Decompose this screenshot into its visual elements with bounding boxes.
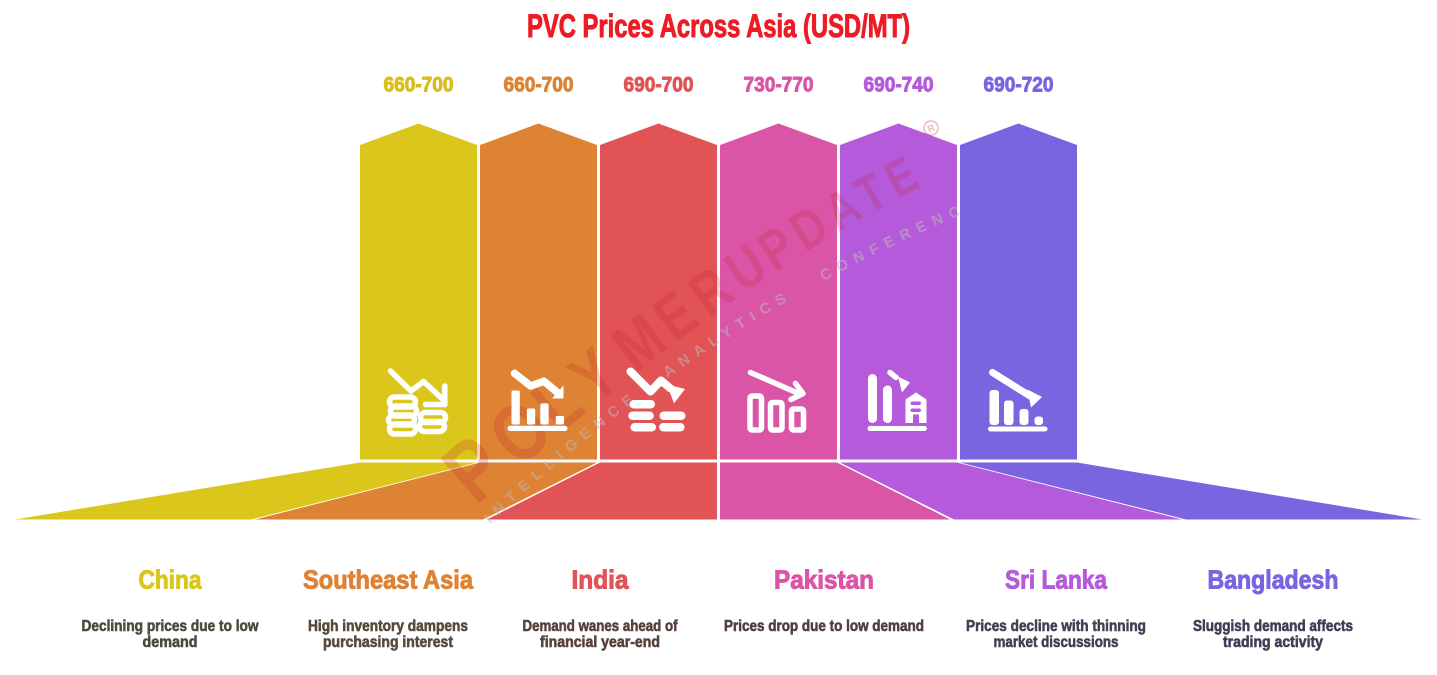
svg-text:China: China bbox=[139, 565, 202, 595]
svg-text:purchasing interest: purchasing interest bbox=[323, 634, 454, 651]
svg-text:690-720: 690-720 bbox=[984, 74, 1054, 97]
svg-text:High inventory dampens: High inventory dampens bbox=[308, 618, 468, 635]
svg-text:trading activity: trading activity bbox=[1223, 634, 1323, 651]
svg-text:Pakistan: Pakistan bbox=[774, 565, 874, 595]
svg-text:Declining prices due to low: Declining prices due to low bbox=[82, 618, 259, 635]
svg-text:Demand wanes ahead of: Demand wanes ahead of bbox=[523, 618, 679, 635]
svg-text:financial year-end: financial year-end bbox=[540, 634, 660, 651]
svg-text:Prices decline with thinning: Prices decline with thinning bbox=[966, 618, 1146, 635]
svg-text:660-700: 660-700 bbox=[504, 74, 574, 97]
svg-text:Bangladesh: Bangladesh bbox=[1208, 565, 1339, 595]
svg-text:690-700: 690-700 bbox=[624, 74, 694, 97]
svg-text:Sluggish demand affects: Sluggish demand affects bbox=[1193, 618, 1353, 635]
svg-text:PVC Prices Across Asia (USD/MT: PVC Prices Across Asia (USD/MT) bbox=[527, 8, 910, 44]
svg-text:India: India bbox=[572, 565, 630, 595]
svg-text:730-770: 730-770 bbox=[744, 74, 814, 97]
svg-text:Southeast Asia: Southeast Asia bbox=[303, 565, 473, 595]
svg-text:demand: demand bbox=[143, 634, 198, 651]
svg-text:Prices drop due to low demand: Prices drop due to low demand bbox=[724, 618, 924, 635]
svg-text:660-700: 660-700 bbox=[384, 74, 454, 97]
svg-text:market discussions: market discussions bbox=[994, 634, 1119, 651]
svg-text:690-740: 690-740 bbox=[864, 74, 934, 97]
svg-text:R: R bbox=[926, 122, 937, 135]
svg-text:Sri Lanka: Sri Lanka bbox=[1005, 565, 1107, 595]
